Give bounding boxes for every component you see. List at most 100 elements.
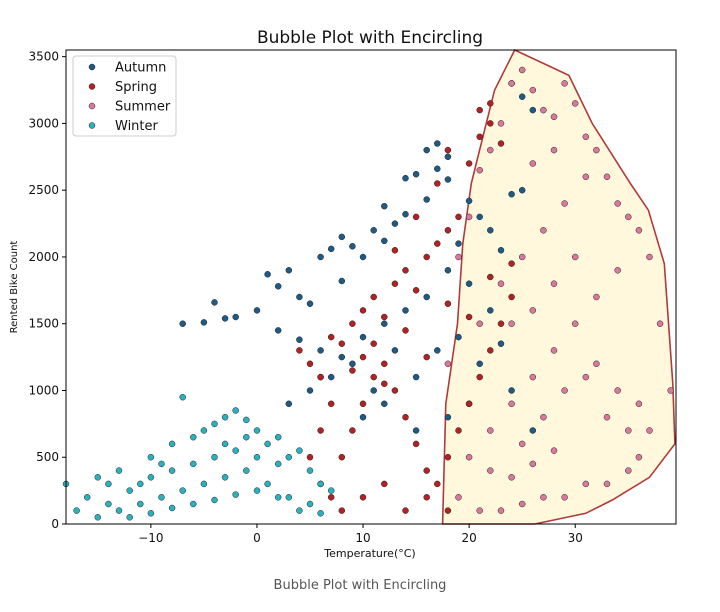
point	[338, 453, 346, 461]
point	[232, 313, 239, 321]
point	[434, 240, 441, 247]
point	[540, 413, 547, 421]
point	[434, 347, 441, 354]
point	[158, 494, 165, 501]
point	[338, 277, 346, 285]
point	[402, 174, 409, 182]
point	[115, 467, 123, 474]
point	[317, 480, 324, 488]
point	[402, 267, 409, 274]
y-tick-label: 2000	[28, 250, 59, 264]
point	[465, 453, 473, 461]
point	[550, 280, 558, 287]
point	[434, 180, 441, 187]
y-tick-label: 3500	[28, 50, 59, 64]
point	[402, 307, 409, 314]
point	[614, 387, 621, 394]
point	[518, 440, 526, 448]
point	[434, 480, 441, 488]
point	[370, 387, 377, 394]
encircling-hull	[441, 48, 676, 525]
point	[211, 420, 218, 428]
point	[190, 460, 197, 468]
point	[296, 293, 303, 301]
point	[423, 353, 430, 361]
point	[179, 393, 186, 401]
point	[126, 487, 133, 494]
x-tick-label: 10	[355, 531, 370, 545]
point	[497, 320, 505, 327]
point	[306, 453, 314, 461]
point	[94, 474, 102, 481]
y-tick-label: 2500	[28, 183, 59, 197]
legend-box	[72, 55, 177, 137]
point	[391, 387, 399, 394]
point	[518, 253, 526, 261]
point	[381, 237, 388, 245]
point	[317, 253, 324, 261]
point	[137, 500, 144, 508]
point	[529, 160, 537, 167]
scatter-points	[62, 66, 674, 521]
point	[476, 213, 483, 221]
point	[508, 80, 515, 87]
point	[327, 487, 335, 494]
point	[296, 507, 303, 514]
legend-label: Summer	[115, 100, 171, 115]
point	[232, 447, 239, 454]
series-winter	[62, 393, 335, 521]
point	[423, 293, 430, 301]
point	[317, 510, 324, 517]
point	[444, 153, 452, 161]
x-tick-label: 0	[253, 531, 261, 545]
point	[550, 447, 558, 454]
point	[444, 227, 452, 234]
point	[391, 247, 399, 254]
point	[264, 271, 271, 278]
legend-label: Winter	[115, 119, 159, 134]
point	[508, 474, 515, 481]
point	[264, 440, 271, 448]
point	[455, 213, 462, 221]
point	[540, 494, 547, 501]
point	[561, 387, 568, 394]
point	[105, 500, 112, 508]
point	[306, 387, 314, 394]
y-tick-label: 500	[36, 450, 59, 464]
x-tick-label: −10	[138, 531, 163, 545]
point	[593, 146, 600, 154]
y-tick-label: 1000	[28, 383, 59, 397]
point	[434, 165, 441, 173]
y-tick-label: 1500	[28, 317, 59, 331]
point	[540, 227, 547, 234]
point	[497, 120, 505, 127]
point	[296, 336, 303, 343]
point	[83, 494, 91, 501]
point	[306, 300, 314, 307]
point	[221, 413, 229, 421]
point	[561, 494, 568, 501]
point	[306, 500, 314, 508]
point	[359, 253, 367, 261]
point	[593, 293, 600, 301]
x-axis-ticks: −10 0 10 20 30	[138, 524, 583, 545]
point	[412, 427, 420, 434]
point	[508, 387, 515, 394]
point	[232, 407, 239, 414]
point	[571, 320, 579, 327]
point	[455, 494, 462, 501]
point	[147, 510, 155, 517]
point	[465, 197, 473, 205]
point	[561, 200, 568, 207]
point	[179, 487, 186, 494]
point	[603, 413, 611, 421]
point	[264, 480, 271, 488]
point	[487, 467, 494, 474]
point	[465, 280, 473, 287]
point	[327, 333, 335, 341]
series-summer	[444, 66, 674, 514]
series-autumn	[179, 80, 537, 434]
point	[561, 80, 568, 87]
point	[285, 494, 293, 501]
